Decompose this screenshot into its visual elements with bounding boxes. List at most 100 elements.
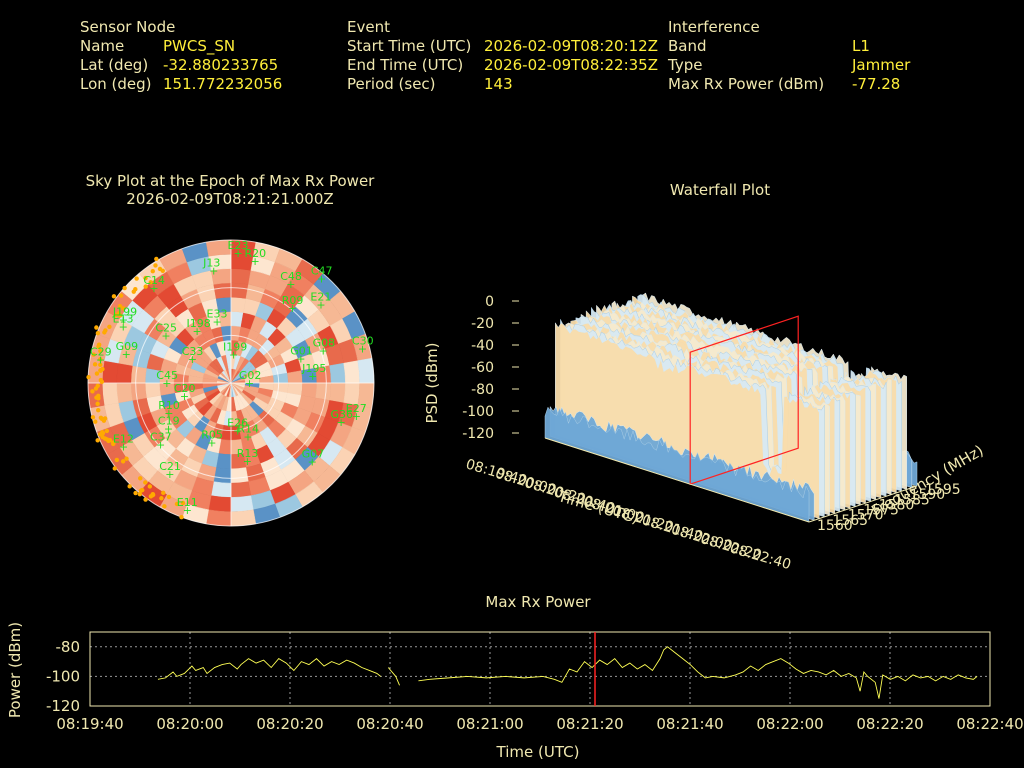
satellite-label: G36 (331, 408, 354, 421)
satellite-marker: + (337, 416, 346, 429)
name-label: Name (80, 37, 125, 55)
satellite-marker: + (251, 255, 260, 268)
start-label: Start Time (UTC) (347, 37, 472, 55)
track-dot (114, 457, 120, 463)
satellite-marker: + (119, 321, 128, 334)
power-x-tick-label: 08:21:40 (656, 715, 723, 733)
satellite-marker: + (119, 313, 128, 326)
satellite-marker: + (319, 344, 328, 357)
track-dot (100, 366, 105, 372)
satellite-marker: + (96, 354, 105, 367)
satellite-marker: + (119, 441, 128, 454)
wf-freq-tick-label: 1565 (832, 513, 868, 529)
satellite-marker: + (243, 455, 252, 468)
max-power-label: Max Rx Power (dBm) (668, 75, 825, 93)
satellite-marker: + (352, 410, 361, 423)
wf-freq-tick-label: 1585 (894, 492, 930, 508)
satellite-label: J199 (112, 305, 137, 318)
psd-tick-label: -40 (471, 338, 494, 354)
track-dot (98, 348, 103, 354)
type-label: Type (668, 56, 703, 74)
event-title: Event (347, 18, 390, 36)
track-dot (143, 497, 148, 502)
track-dot (159, 496, 164, 501)
wf-freq-tick-label: 1595 (925, 482, 961, 498)
power-y-tick-label: -120 (46, 697, 80, 715)
power-title: Max Rx Power (485, 593, 591, 611)
track-dot (94, 371, 100, 376)
period-value: 143 (484, 75, 513, 93)
sky-plot-title: Sky Plot at the Epoch of Max Rx Power 20… (40, 172, 420, 208)
power-x-tick-label: 08:20:00 (156, 715, 223, 733)
satellite-label: C19 (158, 415, 180, 428)
satellite-marker: + (308, 456, 317, 469)
event-block: Event Start Time (UTC) 2026-02-09T08:20:1… (347, 18, 658, 94)
track-dot (180, 500, 186, 506)
wf-freq-tick-label: 1590 (910, 487, 946, 503)
satellite-marker: + (234, 247, 243, 260)
track-dot (98, 362, 103, 368)
satellite-label: G01 (290, 345, 313, 358)
satellite-marker: + (296, 353, 305, 366)
lat-label: Lat (deg) (80, 56, 149, 74)
track-dot (95, 330, 101, 336)
track-dot (95, 438, 100, 443)
track-dot (95, 383, 100, 388)
psd-tick-label: -120 (462, 426, 494, 442)
interference-block: Interference Band L1 Type Jammer Max Rx Po… (668, 18, 910, 94)
satellite-marker: + (162, 377, 171, 390)
track-dot (137, 491, 143, 497)
track-dot (133, 490, 138, 496)
satellite-label: R09 (282, 294, 304, 307)
track-dot (153, 263, 158, 268)
power-x-tick-label: 08:22:20 (856, 715, 923, 733)
track-dot (121, 306, 126, 311)
wf-freq-tick-label: 1560 (817, 518, 853, 534)
satellite-label: C21 (159, 460, 181, 473)
track-dot (98, 357, 103, 362)
satellite-marker: + (245, 377, 254, 390)
satellite-marker: + (213, 316, 222, 329)
sky-plot-subtitle: 2026-02-09T08:21:21.000Z (126, 190, 334, 208)
end-label: End Time (UTC) (347, 56, 464, 74)
track-dot (102, 416, 108, 421)
lat-value: -32.880233765 (163, 56, 279, 74)
satellite-label: C14 (143, 274, 165, 287)
track-dot (127, 484, 132, 489)
psd-tick-label: -80 (471, 382, 494, 398)
wf-freq-axis (808, 485, 918, 523)
satellite-marker: + (193, 325, 202, 338)
track-dot (143, 284, 148, 289)
track-dot (86, 374, 91, 380)
period-label: Period (sec) (347, 75, 436, 93)
satellite-label: E12 (113, 433, 134, 446)
band-value: L1 (852, 37, 870, 55)
wf-freq-tick-label: 1570 (848, 508, 884, 524)
track-dot (96, 396, 101, 401)
satellite-marker: + (165, 468, 174, 481)
satellite-marker: + (229, 348, 238, 361)
satellite-marker: + (317, 272, 326, 285)
satellite-marker: + (209, 264, 218, 277)
track-dot (166, 494, 172, 500)
track-dot (113, 313, 118, 318)
track-dot (96, 407, 101, 413)
power-series-line (157, 658, 381, 680)
psd-tick-label: -100 (462, 404, 494, 420)
satellite-label: R05 (201, 429, 223, 442)
track-dot (148, 494, 154, 499)
lon-value: 151.772232056 (163, 75, 283, 93)
satellite-label: R13 (237, 447, 259, 460)
track-dot (100, 430, 105, 435)
wf-freq-tick-label: 1575 (863, 503, 899, 519)
satellite-marker: + (308, 370, 317, 383)
satellite-label: E13 (113, 313, 134, 326)
power-x-tick-label: 08:21:00 (456, 715, 523, 733)
satellite-marker: + (164, 407, 173, 420)
satellite-marker: + (161, 330, 170, 343)
satellite-label: C30 (352, 334, 374, 347)
track-dot (174, 501, 180, 507)
satellite-label: G08 (313, 336, 336, 349)
